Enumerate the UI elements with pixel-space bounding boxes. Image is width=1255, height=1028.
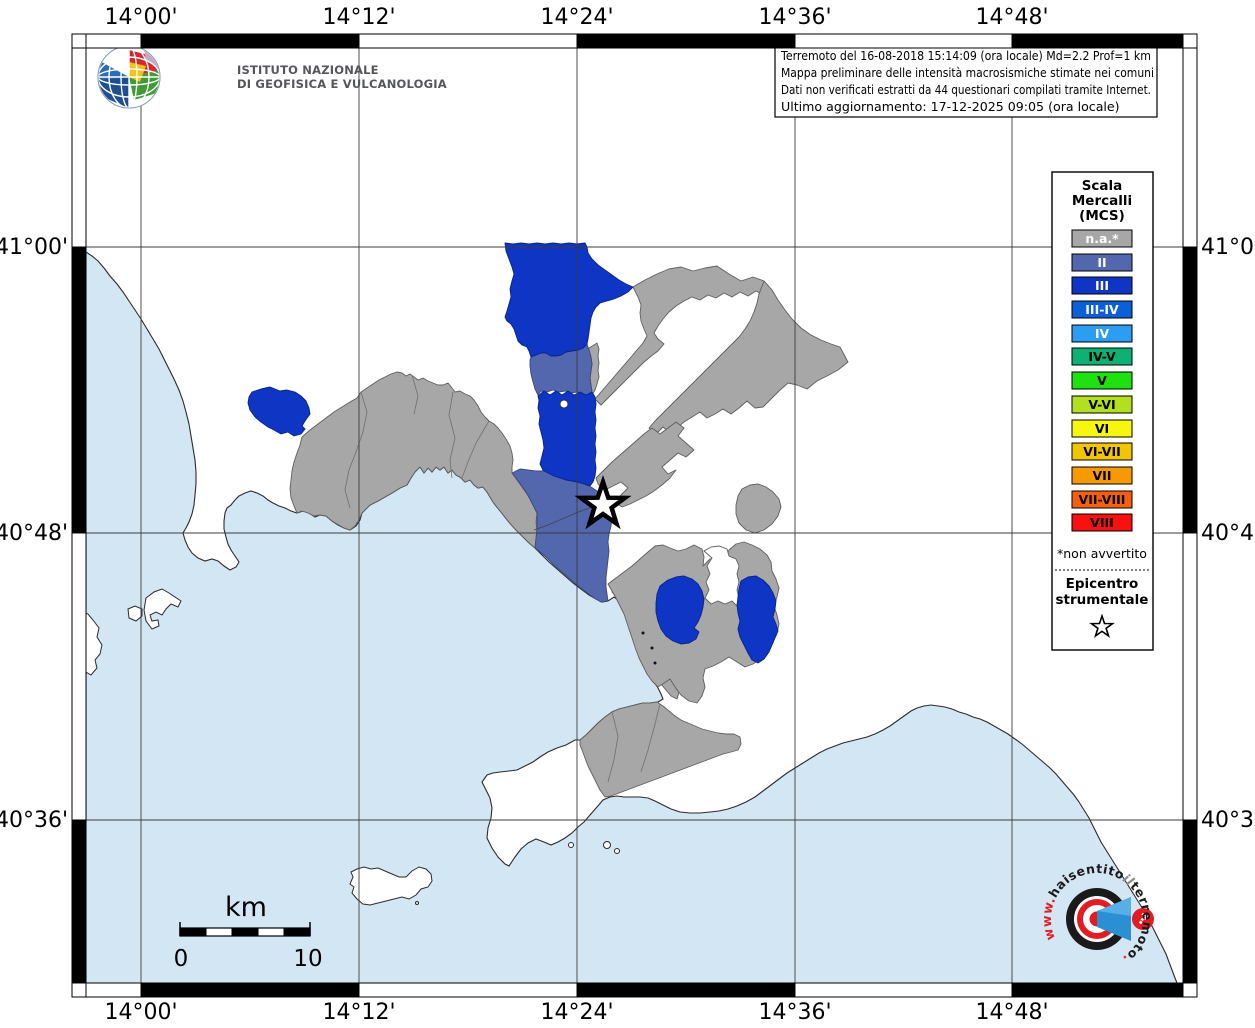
legend-title-line2: Mercalli (1072, 193, 1132, 209)
legend-label-na: n.a.* (1085, 231, 1119, 246)
islet (603, 841, 611, 849)
legend-swatch-vii (1071, 466, 1133, 485)
legend-label-ii: II (1097, 255, 1106, 270)
axis-left-3: 40°36' (0, 808, 68, 833)
axis-right-1: 41°00' (1201, 235, 1255, 260)
white-enclave (559, 399, 569, 409)
axis-left-2: 40°48' (0, 521, 68, 546)
graticule (86, 48, 1183, 983)
scale-bar-start: 0 (174, 946, 189, 972)
legend: Scala Mercalli (MCS) n.a.* II III III-IV… (1051, 171, 1154, 651)
island-capri (349, 866, 433, 906)
islet (568, 842, 574, 848)
municipality-iii-south2 (736, 575, 779, 664)
legend-swatch-iv-v (1071, 347, 1133, 366)
municipality-gray-ne-band (594, 265, 771, 406)
island-procida (143, 588, 182, 630)
ingv-logo: ISTITUTO NAZIONALE DI GEOFISICA E VULCAN… (97, 45, 447, 109)
event-info-box: Terremoto del 16-08-2018 15:14:09 (ora l… (774, 44, 1158, 118)
legend-swatch-v (1071, 371, 1133, 390)
municipality-gray-ne-mass (648, 280, 849, 435)
axis-bottom-5: 14°48' (975, 1000, 1048, 1024)
coastal-marks (641, 631, 657, 665)
legend-label-vi-vii: VI-VII (1083, 444, 1121, 459)
event-info-line1: Terremoto del 16-08-2018 15:14:09 (ora l… (780, 48, 1151, 63)
municipalities-intensity-III (247, 242, 779, 664)
legend-label-vii: VII (1093, 468, 1112, 483)
municipality-gray-isolated (735, 483, 782, 534)
municipal-boundaries (344, 374, 661, 783)
axis-right-2: 40°48' (1201, 521, 1255, 546)
epicenter-star (574, 474, 632, 530)
map-frame (71, 33, 1198, 998)
municipality-iii-north (504, 242, 634, 358)
legend-swatch-iii (1071, 276, 1133, 295)
scale-bar-end: 10 (293, 946, 322, 972)
legend-label-vi: VI (1095, 421, 1109, 436)
legend-swatch-ii (1071, 253, 1133, 272)
axis-top-3: 14°24' (540, 5, 613, 30)
legend-epicenter-line1: Epicentro (1066, 576, 1139, 592)
event-info-line3: Dati non verificati estratti da 44 quest… (781, 82, 1151, 97)
legend-label-iv: IV (1095, 326, 1110, 341)
event-info-line4: Ultimo aggiornamento: 17-12-2025 09:05 (… (781, 99, 1120, 114)
municipality-gray-vesuvio-nw (595, 421, 695, 508)
municipality-iii-south1 (655, 575, 705, 645)
axis-left-1: 41°00' (0, 235, 68, 260)
scale-bar: km 0 10 (174, 892, 323, 972)
map-area: km 0 10 ? (86, 44, 1183, 983)
axis-right-3: 40°36' (1201, 808, 1255, 833)
legend-label-viii: VIII (1090, 515, 1114, 530)
legend-swatch-na (1071, 229, 1133, 248)
legend-swatch-v-vi (1071, 395, 1133, 414)
axis-bottom-1: 14°00' (104, 1000, 177, 1024)
legend-epicenter-line2: strumentale (1056, 592, 1149, 608)
municipality-iii-west (247, 386, 311, 437)
island-ischia (86, 612, 103, 676)
legend-footnote: *non avvertito (1057, 546, 1147, 561)
legend-swatch-viii (1071, 513, 1133, 532)
axis-top-5: 14°48' (975, 5, 1048, 30)
municipality-gray-peninsula (579, 701, 742, 798)
event-info-line2: Mappa preliminare delle intensità macros… (781, 65, 1154, 80)
legend-label-iii-iv: III-IV (1085, 302, 1119, 317)
islet (614, 848, 620, 854)
island-vivara (127, 605, 143, 622)
legend-swatch-iv (1071, 324, 1133, 343)
question-badge (1132, 908, 1154, 930)
ingv-name-line1: ISTITUTO NAZIONALE (237, 63, 379, 77)
legend-items: n.a.* II III III-IV IV IV-V V V-VI VI VI… (1071, 229, 1133, 532)
legend-title-line3: (MCS) (1079, 208, 1125, 224)
legend-title-line1: Scala (1082, 178, 1123, 194)
legend-swatch-vii-viii (1071, 490, 1133, 509)
scale-bar-unit: km (225, 892, 267, 923)
legend-label-v-vi: V-VI (1088, 397, 1115, 412)
axis-top-1: 14°00' (104, 5, 177, 30)
axis-labels: 14°00' 14°12' 14°24' 14°36' 14°48' 14°00… (0, 5, 1255, 1025)
legend-label-iii: III (1095, 278, 1109, 293)
legend-label-iv-v: IV-V (1088, 349, 1116, 364)
legend-label-vii-viii: VII-VIII (1079, 492, 1126, 507)
islands (86, 588, 620, 906)
axis-bottom-2: 14°12' (322, 1000, 395, 1024)
legend-label-v: V (1097, 373, 1107, 388)
axis-bottom-4: 14°36' (758, 1000, 831, 1024)
axis-bottom-3: 14°24' (540, 1000, 613, 1024)
legend-swatch-vi (1071, 419, 1133, 438)
legend-swatch-vi-vii (1071, 442, 1133, 461)
legend-epicenter-star-icon (1089, 613, 1115, 638)
municipality-iii-strip (537, 390, 597, 487)
islet (415, 901, 419, 905)
axis-top-2: 14°12' (322, 5, 395, 30)
ingv-name-line2: DI GEOFISICA E VULCANOLOGIA (237, 77, 447, 91)
municipality-naples-metro (289, 371, 538, 549)
axis-top-4: 14°36' (758, 5, 831, 30)
legend-swatch-iii-iv (1071, 300, 1133, 319)
